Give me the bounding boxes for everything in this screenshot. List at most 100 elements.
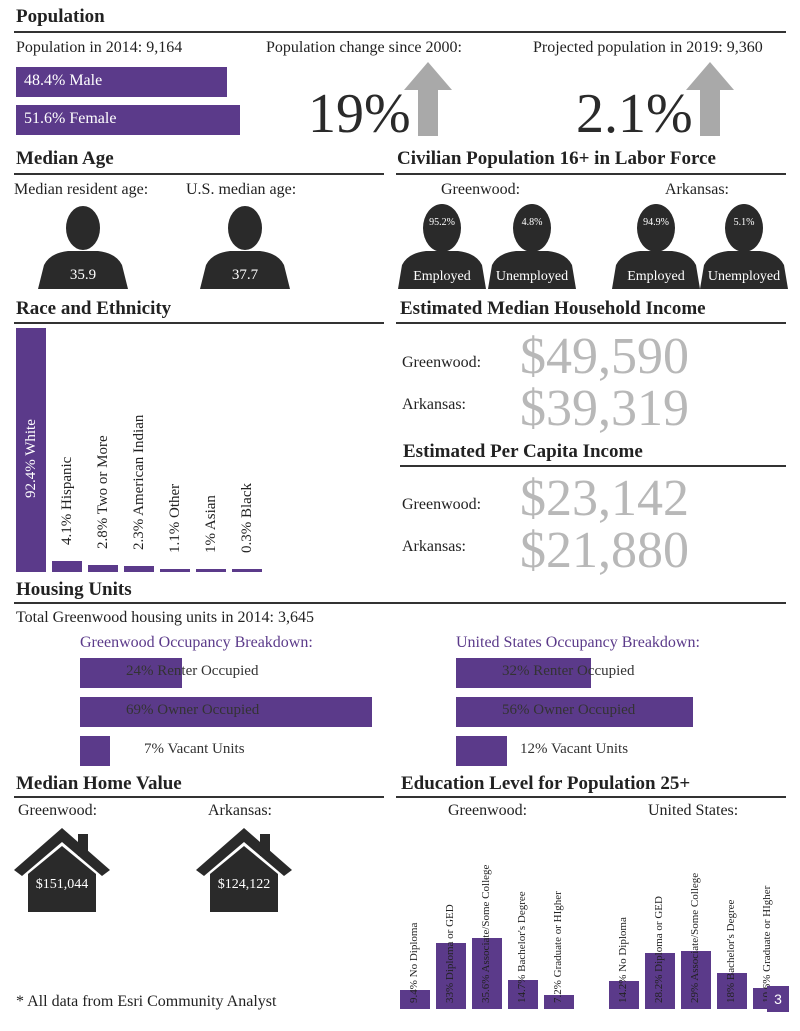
arrow-up-icon — [686, 62, 734, 136]
us-education-bar — [717, 973, 747, 1009]
education-greenwood-label: Greenwood: — [448, 802, 528, 819]
gw-occupancy-label: 7% Vacant Units — [144, 741, 245, 757]
gw-education-bar — [472, 937, 502, 1009]
gw-education-label: 14.7% Bachelor's Degree — [516, 891, 528, 1003]
us-occupancy-chart: 32% Renter Occupied 56% Owner Occupied 12%… — [456, 658, 776, 770]
home-value-greenwood-value: $151,044 — [35, 877, 89, 892]
race-heading: Race and Ethnicity — [16, 298, 172, 319]
male-bar: 48.4% Male — [16, 67, 227, 97]
person-icon — [200, 206, 290, 289]
race-bar — [232, 569, 262, 572]
person-icon — [398, 204, 486, 289]
gw-education-label: 35.6% Associate/Some College — [480, 864, 492, 1003]
female-label: 51.6% Female — [24, 110, 117, 127]
labor-greenwood-label: Greenwood: — [441, 181, 521, 198]
income-arkansas-label: Arkansas: — [402, 396, 466, 413]
median-income-rule — [396, 322, 786, 324]
home-value-greenwood-label: Greenwood: — [18, 802, 98, 819]
us-education-label: 29% Associate/Some College — [689, 872, 701, 1003]
per-capita-arkansas-label: Arkansas: — [402, 538, 466, 555]
gw-occupancy-bar — [80, 658, 182, 688]
ar-unemployed-pct: 5.1% — [733, 217, 755, 228]
us-median-age-value: 37.7 — [231, 267, 259, 283]
housing-heading: Housing Units — [16, 579, 132, 600]
gw-education-bar — [544, 994, 574, 1009]
race-bar — [196, 569, 226, 572]
male-label: 48.4% Male — [24, 72, 103, 89]
projected-population-label: Projected population in 2019: 9,360 — [533, 39, 763, 56]
labor-arkansas-label: Arkansas: — [665, 181, 729, 198]
race-label: 2.8% Two or More — [95, 434, 111, 549]
us-occupancy-bar — [456, 736, 507, 766]
female-bar: 51.6% Female — [16, 105, 241, 135]
income-greenwood-value: $49,590 — [520, 328, 689, 385]
us-median-age-label: U.S. median age: — [186, 181, 297, 198]
gw-education-bar — [436, 943, 466, 1009]
labor-force-rule — [396, 173, 786, 175]
person-icon — [700, 204, 788, 289]
home-value-heading: Median Home Value — [16, 773, 182, 794]
education-rule — [396, 796, 786, 798]
gw-employed-pct: 95.2% — [429, 217, 455, 228]
person-icon — [488, 204, 576, 289]
us-occupancy-label: 56% Owner Occupied — [502, 702, 636, 718]
us-education-label: 14.2% No Diploma — [617, 917, 629, 1003]
race-chart: 92.4% White 4.1% Hispanic 2.8% Two or More… — [16, 328, 276, 572]
race-bar — [88, 564, 118, 572]
gw-occupancy-label: 69% Owner Occupied — [126, 702, 260, 718]
gw-employed-label: Employed — [413, 269, 471, 284]
income-greenwood-label: Greenwood: — [402, 354, 482, 371]
income-arkansas-value: $39,319 — [520, 380, 689, 437]
race-label: 1.1% Other — [167, 483, 183, 553]
population-heading: Population — [16, 6, 105, 27]
gw-education-bar — [400, 990, 430, 1009]
us-occupancy-label: 12% Vacant Units — [520, 741, 629, 757]
home-value-arkansas-value: $124,122 — [217, 877, 271, 892]
gw-occupancy-bar — [80, 697, 372, 727]
housing-total: Total Greenwood housing units in 2014: 3… — [16, 609, 314, 626]
us-education-bar — [645, 952, 675, 1009]
median-resident-age-value: 35.9 — [69, 267, 97, 283]
ar-employed-pct: 94.9% — [643, 217, 669, 228]
race-label: 4.1% Hispanic — [59, 456, 75, 546]
gw-education-bar — [508, 979, 538, 1009]
median-age-rule — [14, 173, 384, 175]
population-rule — [14, 31, 786, 33]
race-bar — [16, 328, 46, 572]
per-capita-greenwood-value: $23,142 — [520, 470, 689, 527]
gw-unemployed-label: Unemployed — [495, 269, 569, 284]
race-label: 0.3% Black — [239, 483, 255, 553]
race-bar — [52, 561, 82, 572]
education-heading: Education Level for Population 25+ — [401, 773, 691, 794]
gw-education-label: 7.2% Graduate or HIgher — [552, 891, 564, 1003]
gw-education-label: 9.4% No Diploma — [408, 922, 420, 1003]
labor-force-heading: Civilian Population 16+ in Labor Force — [397, 148, 716, 169]
gw-occupancy-bar — [80, 736, 110, 766]
median-age-heading: Median Age — [16, 148, 114, 169]
race-label: 92.4% White — [23, 419, 39, 498]
population-2014: Population in 2014: 9,164 — [16, 39, 183, 56]
projected-population-value: 2.1% — [576, 83, 693, 145]
person-icon — [612, 204, 700, 289]
race-label: 2.3% American Indian — [131, 414, 147, 550]
us-education-bar — [609, 980, 639, 1009]
us-occupancy-bar — [456, 658, 592, 688]
us-education-label: 28.2% Diploma or GED — [653, 896, 665, 1003]
gw-occupancy-title: Greenwood Occupancy Breakdown: — [80, 634, 313, 651]
ar-unemployed-label: Unemployed — [707, 269, 781, 284]
gw-education-label: 33% Diploma or GED — [444, 904, 456, 1003]
race-bar — [160, 569, 190, 572]
person-icon — [38, 206, 128, 289]
race-label: 1% Asian — [203, 495, 219, 553]
page-number: 3 — [767, 986, 789, 1012]
arrow-up-icon — [404, 62, 452, 136]
race-bar — [124, 565, 154, 572]
per-capita-arkansas-value: $21,880 — [520, 522, 689, 579]
gw-unemployed-pct: 4.8% — [521, 217, 543, 228]
home-value-rule — [14, 796, 384, 798]
house-icon — [196, 828, 292, 912]
home-value-arkansas-label: Arkansas: — [208, 802, 272, 819]
us-education-label: 18% Bachelor's Degree — [725, 899, 737, 1003]
footer-note: * All data from Esri Community Analyst — [16, 993, 277, 1010]
education-greenwood-chart: 9.4% No Diploma 33% Diploma or GED 35.6% A… — [400, 826, 580, 1009]
